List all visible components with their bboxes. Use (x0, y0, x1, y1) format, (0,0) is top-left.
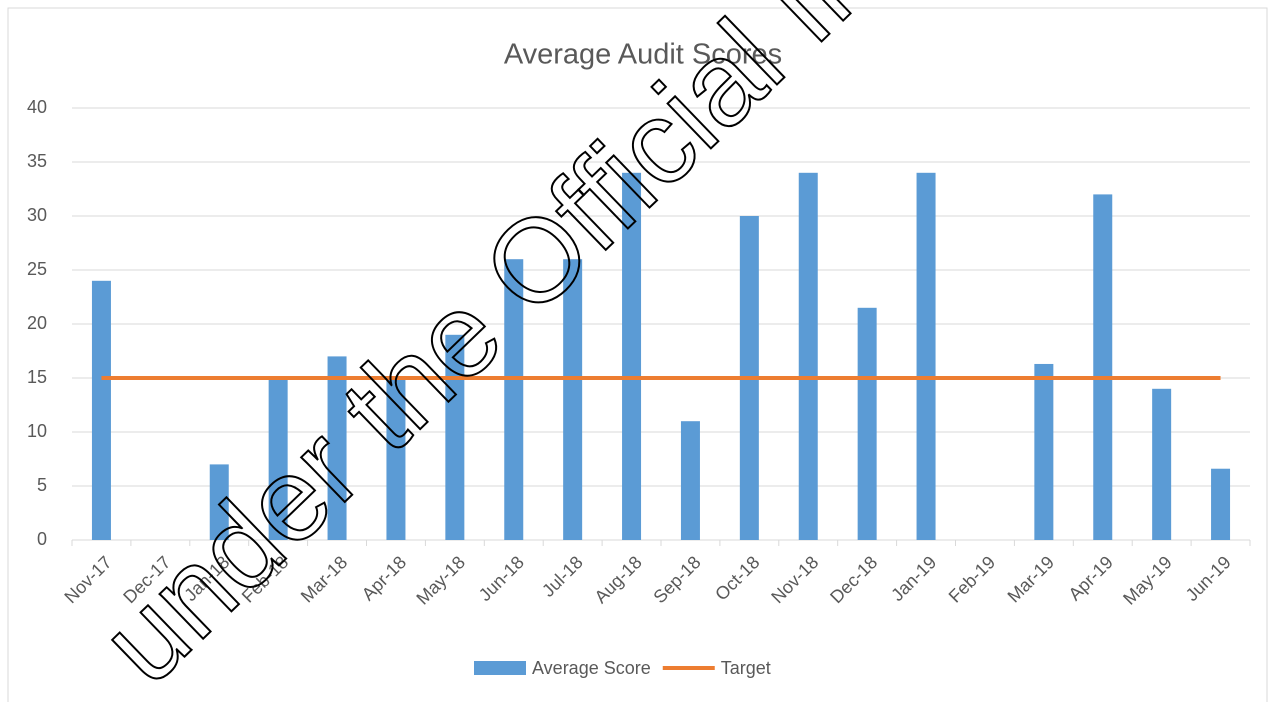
y-tick-label: 5 (37, 475, 47, 495)
bar (916, 172, 936, 541)
y-tick-label: 30 (27, 205, 47, 225)
y-tick-label: 25 (27, 259, 47, 279)
y-tick-label: 20 (27, 313, 47, 333)
bar (622, 172, 642, 541)
bar (563, 259, 583, 540)
bar (680, 421, 700, 540)
bar (1034, 363, 1054, 540)
bar (1211, 468, 1231, 540)
bar (91, 280, 111, 540)
y-tick-label: 15 (27, 367, 47, 387)
bar (857, 307, 877, 540)
legend-label: Target (721, 658, 771, 678)
bar (209, 464, 229, 540)
y-tick-label: 10 (27, 421, 47, 441)
bar (386, 378, 406, 540)
legend-label: Average Score (532, 658, 651, 678)
bar (268, 378, 288, 540)
y-tick-label: 0 (37, 529, 47, 549)
chart-title: Average Audit Scores (504, 39, 782, 71)
y-tick-label: 40 (27, 97, 47, 117)
bar (327, 356, 347, 540)
bar (504, 259, 524, 540)
bar (445, 334, 465, 540)
legend-swatch (474, 661, 526, 675)
bar (1152, 388, 1172, 540)
y-tick-label: 35 (27, 151, 47, 171)
bar (798, 172, 818, 541)
bar (1093, 194, 1113, 540)
